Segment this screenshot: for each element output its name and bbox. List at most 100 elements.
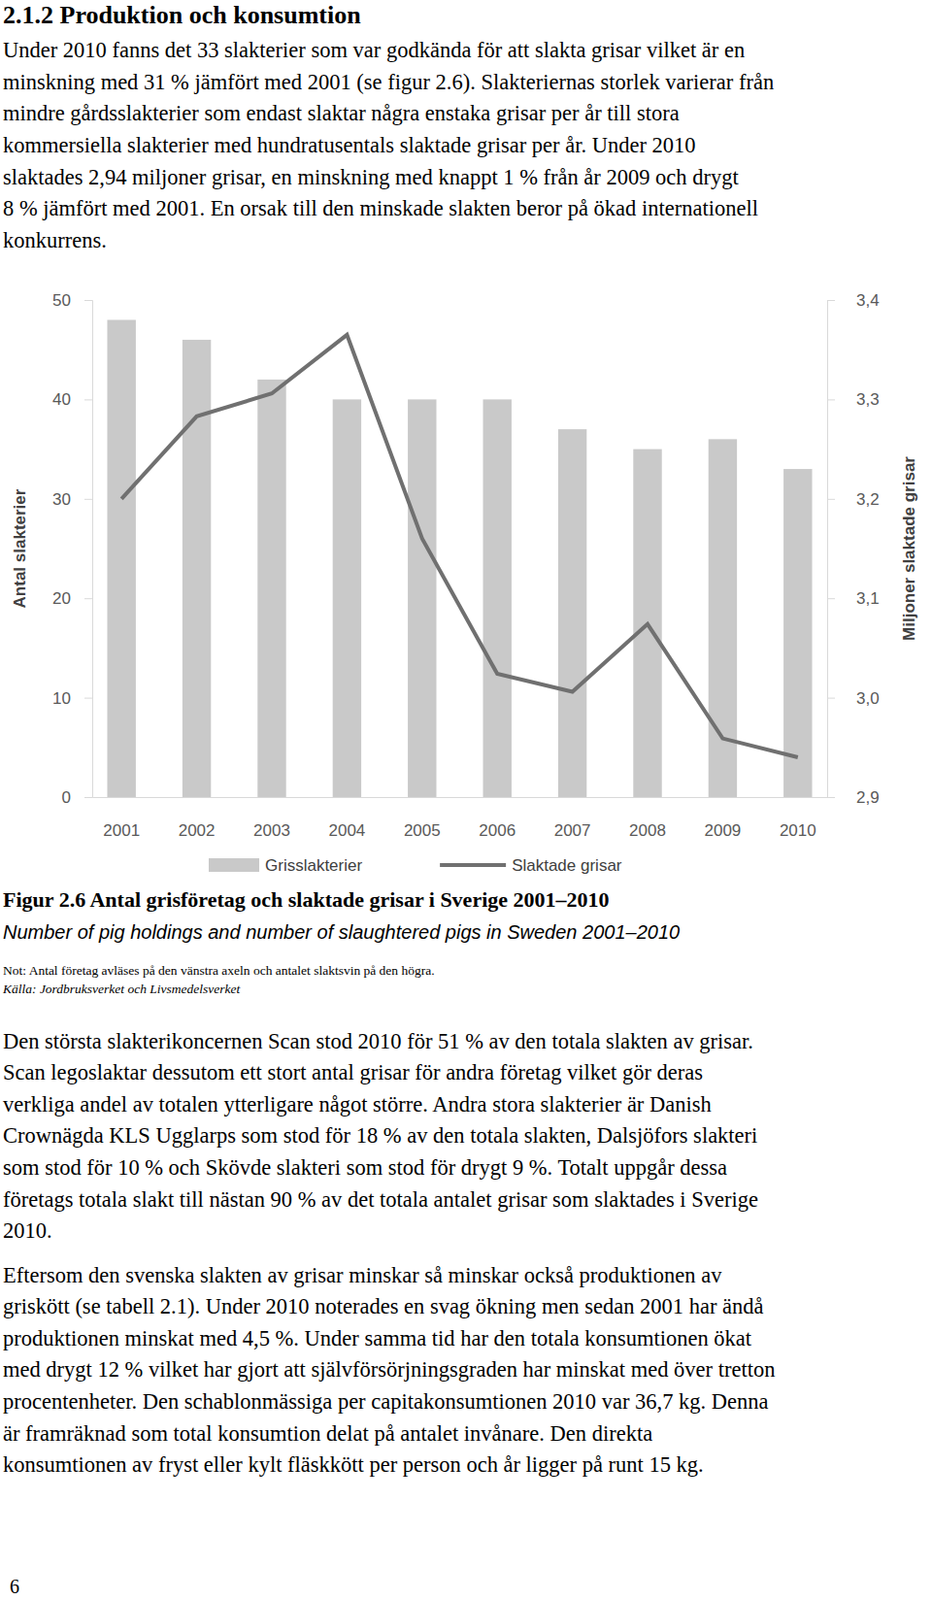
tick-mark xyxy=(84,299,93,301)
tick-label: 2006 xyxy=(478,821,516,840)
paragraph-line: är framräknad som total konsumtion delat… xyxy=(2,1418,775,1451)
bar xyxy=(558,429,587,798)
bar xyxy=(482,399,511,798)
y2-axis-title: Miljoner slaktade grisar xyxy=(899,456,919,641)
tick: 3,1 xyxy=(827,589,880,608)
tick-label: 2005 xyxy=(403,821,441,840)
bar xyxy=(407,399,436,798)
y2-axis: 2,9 3,0 3,1 3,2 3,3 3,4 xyxy=(827,291,880,807)
tick-label: 2010 xyxy=(779,821,817,840)
paragraph: Under 2010 fanns det 33 slakterier som v… xyxy=(2,34,774,257)
tick-label: 2009 xyxy=(703,821,741,840)
tick: 10 xyxy=(52,689,93,708)
figure-caption: Figur 2.6 Antal grisföretag och slaktade… xyxy=(2,887,610,913)
line xyxy=(121,334,799,758)
bar xyxy=(332,399,362,798)
tick: 2003 xyxy=(253,797,291,840)
bar xyxy=(106,319,135,798)
tick-label: 2,9 xyxy=(856,788,880,807)
legend-swatch xyxy=(208,858,260,872)
paragraph-line: procentenheter. Den schablonmässiga per … xyxy=(2,1386,775,1419)
tick-label: 2002 xyxy=(178,821,216,840)
paragraph-line: konsumtionen av fryst eller kylt fläskkö… xyxy=(2,1449,775,1482)
tick: 2002 xyxy=(178,797,216,840)
tick: 3,3 xyxy=(827,390,880,409)
legend-label: Slaktade grisar xyxy=(511,856,623,875)
tick: 2,9 xyxy=(827,788,880,807)
tick: 2007 xyxy=(554,797,592,840)
tick-mark xyxy=(84,598,93,600)
tick-mark xyxy=(84,698,93,699)
paragraph-line: 8 % jämfört med 2001. En orsak till den … xyxy=(2,193,774,226)
paragraph-line: Scan legoslaktar dessutom ett stort anta… xyxy=(2,1057,759,1090)
paragraph-line: minskning med 31 % jämfört med 2001 (se … xyxy=(2,66,774,100)
tick: 2006 xyxy=(478,797,516,840)
page-number: 6 xyxy=(9,1574,20,1598)
tick-mark xyxy=(84,399,93,400)
bar xyxy=(257,379,286,798)
tick-label: 10 xyxy=(52,689,71,708)
tick-label: 2004 xyxy=(328,821,366,840)
paragraph: Eftersom den svenska slakten av grisar m… xyxy=(2,1260,775,1482)
legend-item: Grisslakterier xyxy=(208,856,363,875)
tick: 2009 xyxy=(703,797,741,840)
tick-label: 2003 xyxy=(253,821,291,840)
tick: 3,0 xyxy=(827,689,880,708)
axis-line xyxy=(84,300,94,799)
axis-line xyxy=(93,797,829,799)
tick-label: 3,2 xyxy=(856,490,880,509)
bar xyxy=(783,468,812,798)
paragraph-line: som stod för 10 % och Skövde slakteri so… xyxy=(2,1152,759,1185)
tick: 50 xyxy=(52,291,93,310)
tick: 2008 xyxy=(629,797,666,840)
paragraph-line: slaktades 2,94 miljoner grisar, en minsk… xyxy=(2,162,774,195)
tick: 2001 xyxy=(102,797,140,840)
paragraph-line: verkliga andel av totalen ytterligare nå… xyxy=(2,1089,759,1122)
paragraph-line: produktionen minskat med 4,5 %. Under sa… xyxy=(2,1323,775,1356)
legend: Grisslakterier Slaktade grisar xyxy=(208,856,623,875)
legend-swatch xyxy=(439,863,506,867)
tick: 20 xyxy=(52,589,93,608)
tick: 2010 xyxy=(779,797,817,840)
paragraph-line: kommersiella slakterier med hundratusent… xyxy=(2,130,774,163)
paragraph-line: företags totala slakt till nästan 90 % a… xyxy=(2,1184,759,1217)
tick-mark xyxy=(827,499,835,500)
tick-mark xyxy=(827,797,835,799)
tick-label: 3,3 xyxy=(856,390,880,409)
y-axis-title: Antal slakterier xyxy=(10,488,30,608)
tick-label: 20 xyxy=(52,589,71,608)
section-heading: 2.1.2 Produktion och konsumtion xyxy=(2,0,362,31)
tick-mark xyxy=(827,299,835,301)
paragraph: Den största slakterikoncernen Scan stod … xyxy=(2,1026,759,1248)
tick: 2005 xyxy=(403,797,441,840)
figure-note: Not: Antal företag avläses på den vänstr… xyxy=(2,963,435,979)
figure-source: Källa: Jordbruksverket och Livsmedelsver… xyxy=(2,981,240,998)
tick: 30 xyxy=(52,490,93,509)
paragraph-line: Crownägda KLS Ugglarps som stod för 18 %… xyxy=(2,1120,759,1153)
legend-item: Slaktade grisar xyxy=(439,856,623,875)
paragraph-line: Under 2010 fanns det 33 slakterier som v… xyxy=(2,34,774,67)
chart: 2001200220032004200520062007200820092010… xyxy=(0,0,932,894)
tick-label: 3,0 xyxy=(856,689,880,708)
bar xyxy=(182,339,211,798)
legend-label: Grisslakterier xyxy=(265,856,363,875)
tick-label: 0 xyxy=(62,788,71,807)
tick-mark xyxy=(827,698,835,699)
paragraph-line: griskött (se tabell 2.1). Under 2010 not… xyxy=(2,1291,775,1324)
tick-label: 30 xyxy=(52,490,71,509)
tick-mark xyxy=(84,499,93,500)
tick-mark xyxy=(827,598,835,600)
tick: 3,4 xyxy=(827,291,880,310)
tick-label: 2001 xyxy=(102,821,140,840)
axis-line xyxy=(828,300,836,799)
paragraph-line: konkurrens. xyxy=(2,225,774,258)
tick: 40 xyxy=(52,390,93,409)
y-axis: 0 10 20 30 40 50 xyxy=(52,291,93,807)
paragraph-line: med drygt 12 % vilket har gjort att själ… xyxy=(2,1354,775,1387)
figure-caption-english: Number of pig holdings and number of sla… xyxy=(2,920,680,944)
x-axis: 2001 2002 2003 2004 2005 2006 2007 2008 2009 2010 xyxy=(93,797,829,840)
tick-mark xyxy=(84,797,93,799)
tick-label: 2007 xyxy=(554,821,592,840)
tick-label: 3,1 xyxy=(856,589,880,608)
bar-series xyxy=(106,319,812,798)
